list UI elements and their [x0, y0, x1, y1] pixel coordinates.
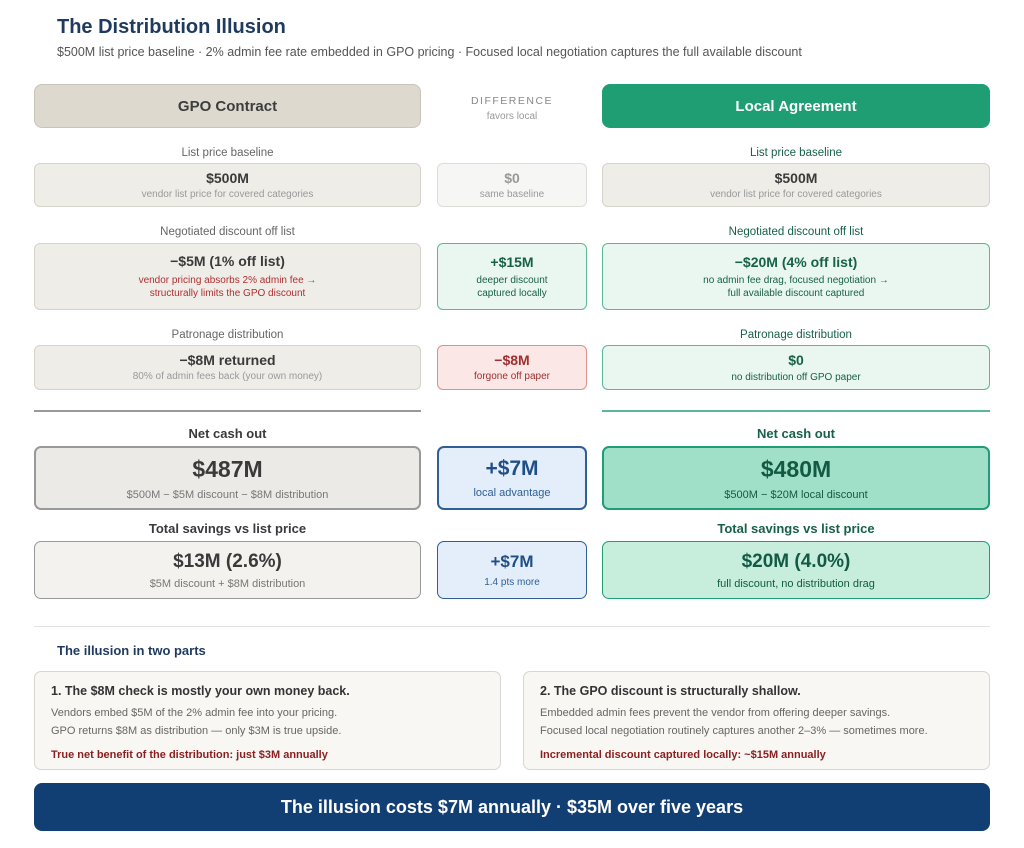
gpo-savings-note: $5M discount + $8M distribution — [149, 577, 306, 590]
local-column-header: Local Agreement — [602, 84, 990, 128]
diff-discount-value: +$15M — [490, 253, 534, 270]
gpo-savings-value: $13M (2.6%) — [173, 550, 282, 572]
gpo-column-header: GPO Contract — [34, 84, 421, 128]
diff-patronage-value: −$8M — [494, 352, 530, 368]
card1-title: 1. The $8M check is mostly your own mone… — [51, 684, 350, 698]
diff-baseline-note: same baseline — [479, 188, 545, 200]
gpo-savings-label: Total savings vs list price — [148, 521, 307, 536]
local-baseline-value: $500M — [774, 169, 818, 186]
gpo-discount-note-line2: structurally limits the GPO discount — [149, 288, 306, 299]
section-separator — [34, 626, 990, 627]
gpo-patronage-label: Patronage distribution — [171, 329, 284, 341]
gpo-discount-box: −$5M (1% off list) vendor pricing absorb… — [34, 243, 421, 310]
diff-net-value: +$7M — [485, 457, 539, 480]
local-savings-label: Total savings vs list price — [717, 521, 875, 536]
gpo-discount-label: Negotiated discount off list — [160, 226, 295, 238]
local-savings-note: full discount, no distribution drag — [717, 577, 875, 590]
page-subtitle: $500M list price baseline · 2% admin fee… — [57, 45, 802, 59]
diff-discount-note-line2: captured locally — [477, 287, 547, 299]
gpo-baseline-label: List price baseline — [181, 147, 274, 159]
local-divider — [602, 410, 990, 412]
diff-baseline-value: $0 — [504, 169, 520, 186]
local-discount-note: no admin fee drag, focused negotiation →… — [703, 274, 889, 300]
local-savings-value: $20M (4.0%) — [741, 550, 851, 572]
diff-discount-box: +$15M deeper discount captured locally — [437, 243, 587, 310]
local-net-label: Net cash out — [756, 426, 835, 441]
difference-subtitle: favors local — [486, 111, 538, 122]
local-discount-note-line1: no admin fee drag, focused negotiation → — [703, 274, 889, 286]
local-discount-note-line2: full available discount captured — [727, 287, 865, 299]
gpo-baseline-box: $500M vendor list price for covered cate… — [34, 163, 421, 207]
card2-line1: Embedded admin fees prevent the vendor f… — [540, 707, 891, 719]
illusion-card-2: 2. The GPO discount is structurally shal… — [523, 671, 990, 770]
gpo-discount-note: vendor pricing absorbs 2% admin fee → st… — [139, 274, 317, 300]
page-title: The Distribution Illusion — [57, 16, 286, 38]
local-discount-value: −$20M (4% off list) — [734, 253, 858, 270]
diff-patronage-box: −$8M forgone off paper — [437, 345, 587, 390]
difference-title: DIFFERENCE — [470, 95, 554, 107]
gpo-patronage-note: 80% of admin fees back (your own money) — [132, 371, 323, 382]
local-patronage-box: $0 no distribution off GPO paper — [602, 345, 990, 390]
card2-conclusion: Incremental discount captured locally: ~… — [540, 749, 826, 761]
gpo-patronage-box: −$8M returned 80% of admin fees back (yo… — [34, 345, 421, 390]
gpo-discount-value: −$5M (1% off list) — [170, 253, 285, 269]
local-net-value: $480M — [760, 455, 832, 482]
local-net-box: $480M $500M − $20M local discount — [602, 446, 990, 510]
gpo-baseline-value: $500M — [206, 169, 249, 186]
gpo-divider — [34, 410, 421, 412]
card2-line2: Focused local negotiation routinely capt… — [540, 725, 928, 737]
local-savings-box: $20M (4.0%) full discount, no distributi… — [602, 541, 990, 599]
local-discount-label: Negotiated discount off list — [728, 226, 864, 238]
diff-discount-note-line1: deeper discount — [476, 274, 548, 286]
gpo-savings-box: $13M (2.6%) $5M discount + $8M distribut… — [34, 541, 421, 599]
gpo-net-box: $487M $500M − $5M discount − $8M distrib… — [34, 446, 421, 510]
local-patronage-note: no distribution off GPO paper — [731, 371, 861, 383]
card1-line1: Vendors embed $5M of the 2% admin fee in… — [51, 707, 338, 719]
card1-conclusion: True net benefit of the distribution: ju… — [51, 749, 328, 761]
difference-column-header: DIFFERENCE favors local — [437, 95, 587, 122]
local-baseline-label: List price baseline — [749, 147, 843, 159]
diff-savings-box: +$7M 1.4 pts more — [437, 541, 587, 599]
card2-title: 2. The GPO discount is structurally shal… — [540, 684, 801, 698]
card1-line2: GPO returns $8M as distribution — only $… — [51, 725, 342, 737]
local-net-note: $500M − $20M local discount — [724, 488, 868, 501]
gpo-discount-note-line1: vendor pricing absorbs 2% admin fee → — [138, 275, 317, 286]
summary-banner: The illusion costs $7M annually · $35M o… — [34, 783, 990, 831]
diff-baseline-box: $0 same baseline — [437, 163, 587, 207]
gpo-net-note: $500M − $5M discount − $8M distribution — [126, 488, 329, 501]
diff-discount-note: deeper discount captured locally — [476, 274, 547, 300]
local-patronage-label: Patronage distribution — [740, 329, 852, 341]
diff-patronage-note: forgone off paper — [474, 371, 550, 382]
diff-net-box: +$7M local advantage — [437, 446, 587, 510]
diff-savings-value: +$7M — [490, 552, 534, 571]
gpo-patronage-value: −$8M returned — [179, 352, 276, 368]
illusion-card-1: 1. The $8M check is mostly your own mone… — [34, 671, 501, 770]
gpo-baseline-note: vendor list price for covered categories — [141, 188, 314, 200]
gpo-net-value: $487M — [192, 455, 263, 482]
diff-savings-note: 1.4 pts more — [484, 577, 540, 588]
diff-net-note: local advantage — [473, 487, 551, 499]
local-patronage-value: $0 — [788, 351, 804, 368]
local-baseline-note: vendor list price for covered categories — [710, 188, 882, 200]
local-discount-box: −$20M (4% off list) no admin fee drag, f… — [602, 243, 990, 310]
gpo-net-label: Net cash out — [188, 426, 267, 441]
local-baseline-box: $500M vendor list price for covered cate… — [602, 163, 990, 207]
illusion-section-title: The illusion in two parts — [57, 643, 206, 658]
